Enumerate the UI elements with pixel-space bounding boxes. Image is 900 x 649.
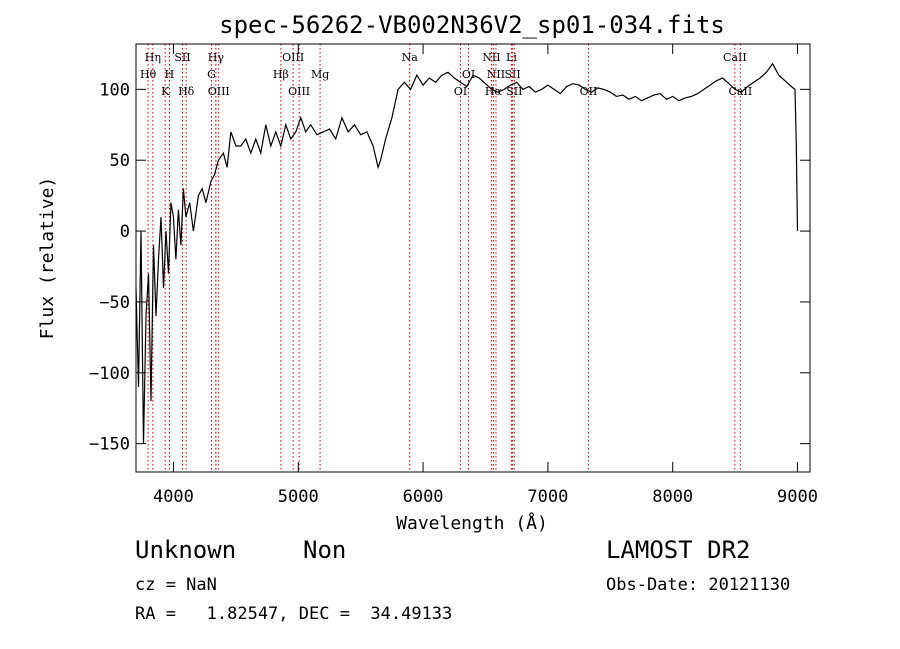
y-tick-label: −150 [89, 435, 130, 455]
line-marker-label: Na [402, 51, 419, 64]
line-marker-label: OIII [208, 85, 230, 98]
plot-frame [135, 43, 811, 473]
line-marker-label: H [165, 68, 175, 81]
y-tick-label: −50 [99, 293, 130, 313]
line-marker-label: SII [174, 51, 190, 64]
x-tick-label: 7000 [527, 487, 568, 507]
x-axis-label: Wavelength (Å) [396, 512, 548, 534]
x-tick-label: 9000 [777, 487, 818, 507]
line-marker-label: Hγ [208, 51, 225, 64]
line-marker-label: Hη [145, 51, 161, 64]
y-axis-label: Flux (relative) [37, 177, 58, 340]
y-axis: −150 −100 −50 0 50 100 [89, 80, 810, 455]
x-axis: 4000 5000 6000 7000 8000 9000 [153, 44, 818, 507]
line-marker-label: OIII [282, 51, 304, 64]
line-marker-label: Hδ [178, 85, 195, 98]
line-marker-label: OI [462, 68, 475, 81]
line-marker-label: SII [504, 68, 520, 81]
line-marker-label: Hθ [140, 68, 157, 81]
observation-date: Obs-Date: 20121130 [606, 575, 791, 595]
line-marker-label: Hβ [273, 68, 289, 81]
redshift-text: cz = NaN [135, 575, 217, 595]
line-marker-label: K [161, 85, 170, 98]
coordinates-text: RA = 1.82547, DEC = 34.49133 [135, 604, 453, 624]
y-tick-label: 0 [120, 222, 130, 242]
line-marker-label: NII [482, 51, 500, 64]
y-tick-label: 50 [110, 151, 130, 171]
x-tick-label: 8000 [652, 487, 693, 507]
line-marker-label: Li [506, 51, 517, 64]
line-marker-label: G [207, 68, 216, 81]
x-tick-label: 4000 [153, 487, 194, 507]
line-marker-label: NII [487, 68, 505, 81]
spectrum-line [135, 62, 799, 444]
line-marker-label: Mg [311, 68, 329, 81]
line-marker-label: CaII [723, 51, 747, 64]
x-tick-label: 6000 [403, 487, 444, 507]
object-class: Unknown [135, 536, 237, 564]
line-marker-label: OI [454, 85, 467, 98]
line-marker-label: SII [506, 85, 522, 98]
y-tick-label: 100 [99, 80, 130, 100]
line-marker-label: OIII [288, 85, 310, 98]
y-tick-label: −100 [89, 364, 130, 384]
x-tick-label: 5000 [278, 487, 319, 507]
survey-name: LAMOST DR2 [606, 536, 751, 564]
object-subclass: Non [303, 536, 347, 564]
line-marker-label: Hα [485, 85, 503, 98]
chart-title: spec-56262-VB002N36V2_sp01-034.fits [219, 11, 725, 39]
